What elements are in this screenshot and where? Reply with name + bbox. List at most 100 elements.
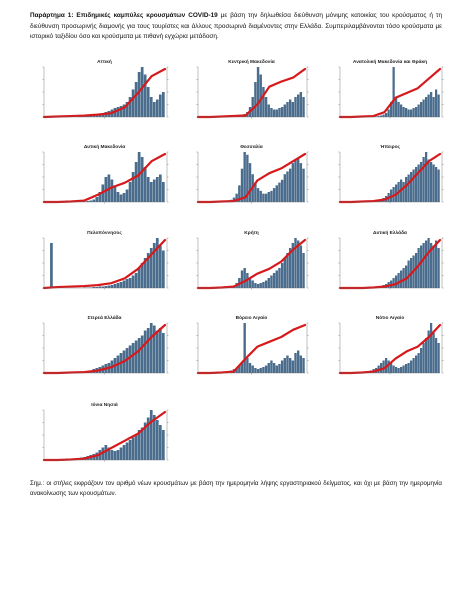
chart-bar (119, 282, 123, 288)
chart-line (42, 67, 167, 119)
chart-bar (402, 107, 405, 117)
chart-bar (280, 263, 284, 288)
chart-bar (149, 323, 153, 373)
chart-bar (427, 330, 430, 373)
chart-bar (283, 104, 287, 117)
chart-bar (149, 182, 153, 202)
chart-bar (417, 104, 420, 117)
chart-bar (380, 363, 383, 373)
chart-bar (149, 97, 153, 117)
chart-bar (116, 107, 120, 117)
chart-bar (161, 333, 165, 373)
chart-bar (140, 263, 144, 288)
chart-bar (387, 109, 390, 117)
chart-bar (397, 368, 400, 373)
chart-bar (395, 275, 398, 288)
chart-panel: Κεντρική Μακεδονία (196, 59, 309, 119)
chart-bar (267, 363, 270, 373)
chart-bar (291, 360, 295, 373)
chart-title: Αττική (97, 59, 112, 65)
chart-bar (248, 278, 252, 288)
chart-bar (270, 275, 273, 288)
chart-bar (299, 92, 303, 117)
chart-bar (125, 102, 129, 117)
chart-bar (122, 280, 126, 288)
chart-bar (246, 154, 249, 202)
chart-bar (152, 325, 156, 373)
chart-bar (272, 363, 276, 373)
chart-bar (420, 162, 423, 202)
chart-bar (137, 72, 141, 117)
chart-bar (140, 335, 144, 373)
chart-bar (430, 92, 433, 117)
chart-bar (296, 350, 300, 373)
chart-bar (412, 108, 415, 117)
chart-bar (137, 268, 141, 288)
chart-bar (98, 286, 102, 288)
chart-bar (302, 253, 305, 288)
chart-line (42, 238, 167, 290)
chart-bar (415, 355, 418, 373)
chart-bar (407, 174, 410, 202)
chart-bar (98, 114, 102, 117)
chart-bar (294, 353, 297, 373)
chart-bar (116, 283, 120, 288)
chart-bar (275, 270, 278, 288)
chart-title: Δυτική Μακεδονία (84, 144, 125, 150)
chart-bar (143, 258, 147, 288)
chart-bar (407, 363, 410, 373)
chart-bar (437, 94, 440, 117)
chart-bar (89, 287, 93, 288)
chart-bar (270, 108, 273, 117)
chart-bar (243, 152, 246, 202)
chart-bar (278, 364, 281, 373)
chart-bar (259, 74, 262, 117)
chart-bar (256, 188, 260, 202)
chart-bar (107, 447, 111, 460)
chart-bar (140, 157, 144, 202)
chart-bar (86, 201, 90, 202)
chart-bar (286, 355, 289, 373)
chart-bar (425, 240, 428, 288)
chart-bar (155, 420, 159, 460)
chart-line (338, 152, 442, 204)
chart-bar (275, 109, 278, 117)
chart-bar (122, 193, 126, 202)
chart-bar (400, 367, 403, 373)
chart-bar (288, 248, 292, 288)
chart-line (42, 152, 167, 204)
chart-panel: Ήπειρος (338, 144, 444, 204)
chart-bar (113, 284, 117, 288)
chart-bar (143, 330, 147, 373)
chart-bar (143, 167, 147, 202)
chart-bar (267, 278, 270, 288)
chart-bar (125, 189, 129, 202)
chart-bar (417, 248, 420, 288)
chart-bar (264, 97, 268, 117)
chart-bar (101, 286, 105, 288)
heading-text: με βάση την δηλωθείσα διεύθυνση μόνιμης … (30, 12, 443, 41)
chart-panel: Αττική (42, 59, 169, 119)
chart-title: Θεσσαλία (240, 144, 263, 150)
chart-bar (125, 442, 129, 460)
chart-bar (235, 193, 238, 202)
chart-bar (256, 369, 260, 373)
chart-bar (280, 179, 284, 202)
chart-bar (432, 164, 435, 202)
chart-bar (89, 200, 93, 202)
chart-bar (417, 164, 420, 202)
chart-bar (392, 278, 395, 288)
chart-bar (415, 253, 418, 288)
chart-bar (119, 447, 123, 460)
chart-bar (140, 67, 144, 117)
chart-line (338, 323, 442, 375)
chart-bar (104, 445, 108, 460)
chart-bar (155, 238, 159, 288)
chart-bar (430, 162, 433, 202)
chart-title: Βόρειο Αιγαίο (236, 315, 268, 321)
chart-bar (432, 245, 435, 288)
chart-bar (259, 283, 262, 288)
chart-bar (243, 268, 246, 288)
chart-bar (259, 368, 262, 373)
chart-bar (134, 435, 138, 460)
